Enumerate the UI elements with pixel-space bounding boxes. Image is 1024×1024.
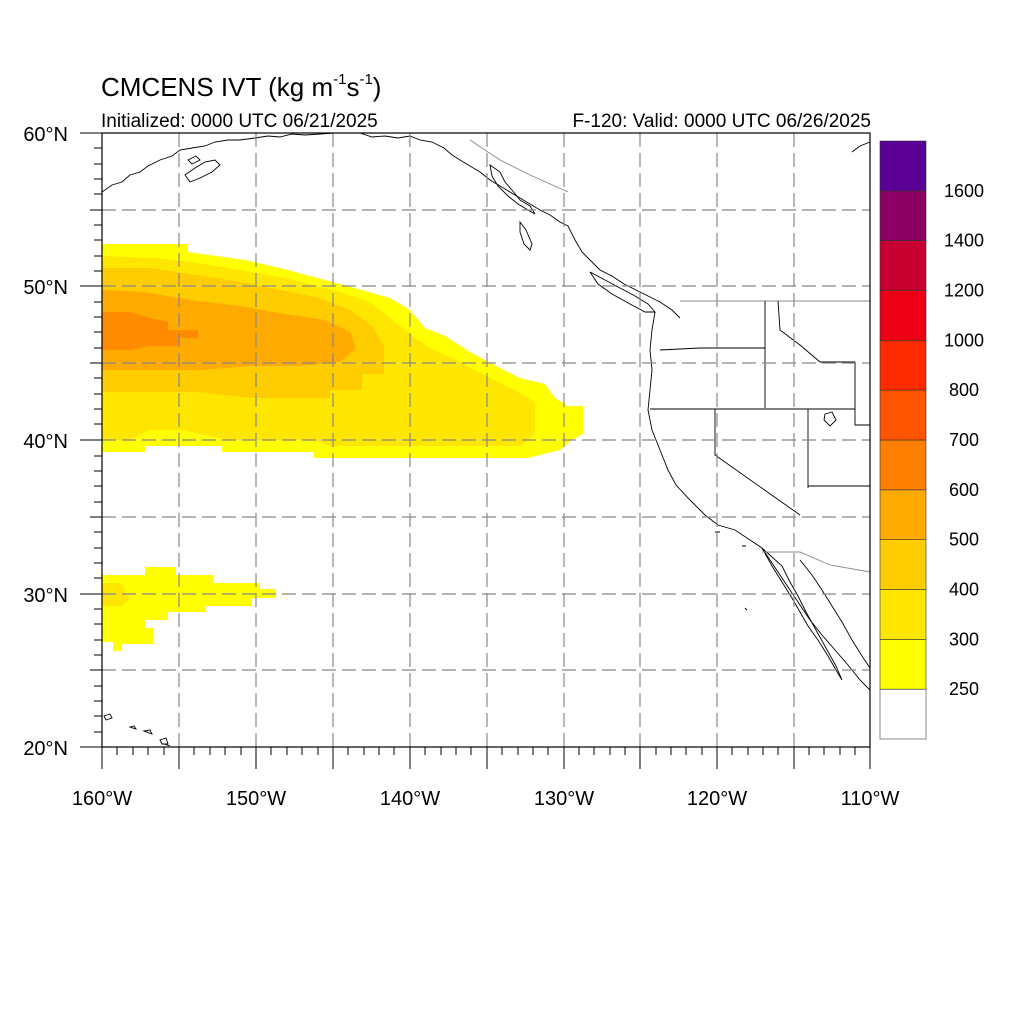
init-time-label: Initialized: 0000 UTC 06/21/2025 bbox=[101, 111, 378, 132]
lon-label: 130°W bbox=[534, 788, 594, 810]
hudson-fragment bbox=[851, 141, 870, 153]
colorbar-label: 1600 bbox=[944, 181, 984, 201]
lon-label: 140°W bbox=[380, 788, 440, 810]
lon-label: 160°W bbox=[72, 788, 132, 810]
alaska-coast-2 bbox=[359, 133, 569, 227]
colorbar-label: 400 bbox=[949, 580, 979, 600]
colorbar-box-below bbox=[879, 688, 927, 740]
ut-border bbox=[854, 362, 870, 426]
colorbar-label: 600 bbox=[949, 480, 979, 500]
lat-label: 20°N bbox=[23, 738, 68, 760]
island-a bbox=[187, 155, 201, 165]
political-borders bbox=[469, 139, 870, 573]
lon-label: 150°W bbox=[226, 788, 286, 810]
axis-ticks bbox=[80, 132, 871, 769]
lon-tick-labels: 160°W 150°W 140°W 130°W 120°W 110°W bbox=[72, 788, 900, 810]
panhandle-islands bbox=[489, 164, 536, 215]
colorbar-label: 700 bbox=[949, 430, 979, 450]
us-mexico-border bbox=[762, 551, 870, 573]
colorbar-label: 250 bbox=[949, 679, 979, 699]
coastlines bbox=[102, 133, 870, 747]
colorbar-box-700 bbox=[879, 389, 927, 441]
colorbar: 250 300 400 500 600 700 800 1000 1200 1400 1600 bbox=[879, 140, 984, 740]
lat-label: 30°N bbox=[23, 585, 68, 607]
wa-or-border bbox=[659, 347, 765, 351]
ivt-level-500 bbox=[102, 290, 356, 370]
colorbar-label: 1000 bbox=[944, 330, 984, 350]
colorbar-box-600 bbox=[879, 439, 927, 491]
lon-label: 120°W bbox=[687, 788, 747, 810]
mt-id-border bbox=[777, 300, 855, 363]
lat-label: 40°N bbox=[23, 431, 68, 453]
colorbar-box-500 bbox=[879, 489, 927, 540]
colorbar-label: 800 bbox=[949, 380, 979, 400]
alaska-coast bbox=[102, 133, 336, 193]
colorbar-label: 1200 bbox=[944, 281, 984, 301]
colorbar-box-300 bbox=[879, 589, 927, 640]
hawaii-islands bbox=[103, 713, 171, 747]
colorbar-box-1600 bbox=[879, 140, 927, 192]
colorbar-box-1000 bbox=[879, 290, 927, 341]
colorbar-box-1200 bbox=[879, 240, 927, 291]
kodiak-island bbox=[184, 159, 221, 183]
lat-tick-labels: 20°N 30°N 40°N 50°N 60°N bbox=[23, 124, 68, 760]
lon-label: 110°W bbox=[841, 788, 900, 810]
lat-label: 60°N bbox=[23, 124, 68, 146]
colorbar-label: 300 bbox=[949, 629, 979, 649]
baja-coast bbox=[761, 547, 843, 681]
map-title: CMCENS IVT (kg m-1s-1) bbox=[101, 71, 382, 102]
colorbar-box-1400 bbox=[879, 190, 927, 241]
alaska-canada-border bbox=[469, 139, 569, 193]
ivt-level-250-south bbox=[102, 567, 276, 651]
ivt-level-600 bbox=[102, 312, 198, 350]
colorbar-label: 500 bbox=[949, 530, 979, 550]
valid-time-label: F-120: Valid: 0000 UTC 06/26/2025 bbox=[572, 111, 871, 132]
us-west-coast bbox=[647, 311, 870, 691]
channel-islands bbox=[715, 531, 748, 611]
mexico-mainland bbox=[799, 559, 870, 669]
lat-lon-gridlines bbox=[102, 133, 870, 747]
bc-coast bbox=[567, 225, 681, 319]
colorbar-label: 1400 bbox=[944, 231, 984, 251]
great-salt-lake bbox=[823, 411, 837, 427]
ca-nv-border bbox=[714, 409, 801, 516]
lat-label: 50°N bbox=[23, 277, 68, 299]
colorbar-box-400 bbox=[879, 539, 927, 590]
ivt-shading bbox=[102, 244, 583, 651]
colorbar-box-800 bbox=[879, 340, 927, 391]
colorbar-box-250 bbox=[879, 639, 927, 690]
haida-gwaii bbox=[519, 220, 533, 251]
vancouver-island bbox=[589, 271, 656, 313]
